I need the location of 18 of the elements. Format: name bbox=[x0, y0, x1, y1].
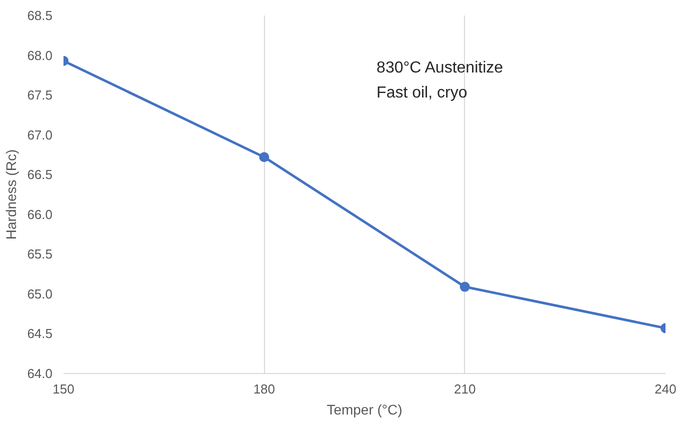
annotation: 830°C Austenitize bbox=[376, 59, 504, 76]
y-tick-label: 67.5 bbox=[27, 88, 53, 103]
y-tick-label: 65.0 bbox=[27, 286, 53, 302]
x-axis-title: Temper (°C) bbox=[326, 402, 402, 418]
y-tick-label: 64.0 bbox=[27, 366, 53, 381]
y-axis-title: Hardness (Rc) bbox=[3, 149, 20, 240]
y-tick-label: 66.5 bbox=[27, 167, 53, 182]
x-tick-label: 240 bbox=[654, 382, 676, 396]
y-tick-label: 66.0 bbox=[27, 206, 53, 222]
y-tick-label: 64.5 bbox=[27, 326, 53, 342]
y-tick-label: 67.0 bbox=[27, 127, 53, 142]
y-tick-label: 65.5 bbox=[27, 246, 53, 262]
x-tick-label: 150 bbox=[52, 382, 74, 396]
annotation: Fast oil, cryo bbox=[376, 84, 468, 102]
x-tick-label: 210 bbox=[454, 382, 476, 396]
x-tick-label: 180 bbox=[253, 382, 276, 396]
y-tick-label: 68.5 bbox=[27, 8, 53, 23]
y-tick-label: 68.0 bbox=[27, 48, 53, 63]
